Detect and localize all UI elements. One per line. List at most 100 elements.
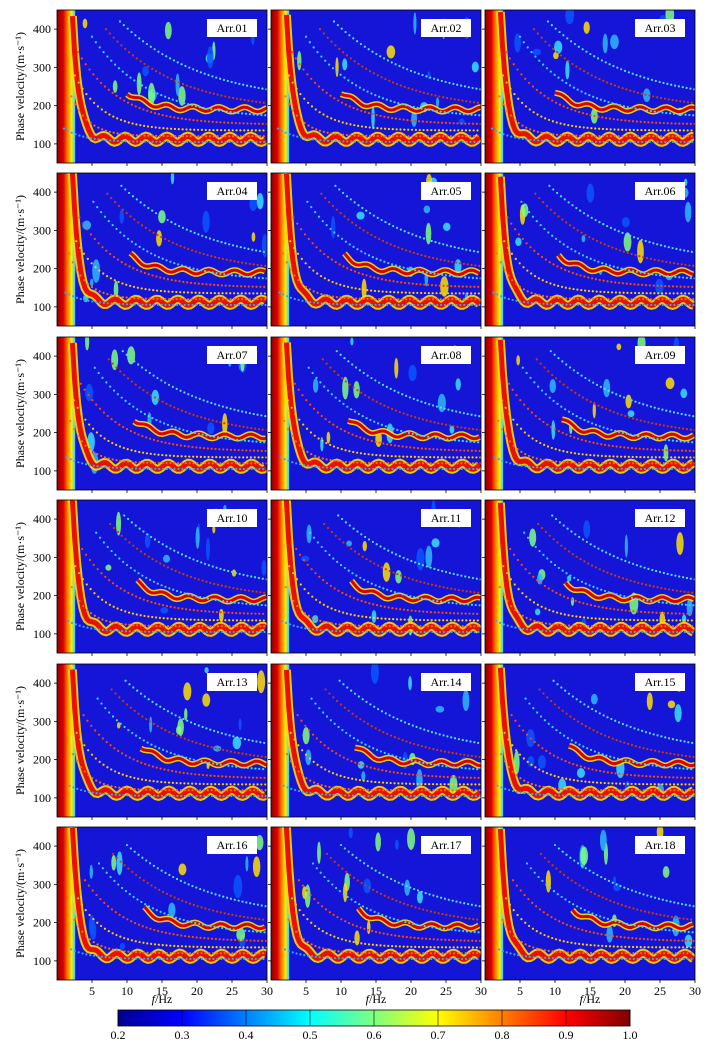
mode-curve-point — [361, 65, 364, 68]
mode-curve-point — [430, 140, 434, 144]
mode-curve-point — [439, 292, 442, 295]
mode-curve-point — [337, 514, 340, 517]
mode-curve-point — [685, 428, 689, 431]
mode-curve-point — [81, 547, 84, 551]
mode-curve-point — [159, 767, 162, 770]
mode-curve-point — [412, 105, 415, 109]
mode-curve-point — [562, 524, 565, 527]
mode-curve-point — [256, 263, 259, 267]
mode-curve-point — [184, 64, 187, 68]
mode-curve-point — [385, 241, 388, 244]
mode-curve-point — [574, 125, 578, 128]
mode-curve-point — [501, 74, 504, 77]
mode-curve-point — [586, 214, 590, 217]
mode-curve-point — [163, 624, 166, 628]
mode-curve-point — [315, 737, 318, 740]
mode-curve-point — [329, 584, 332, 588]
mode-curve-point — [585, 255, 588, 259]
mode-curve-point — [344, 460, 347, 464]
mode-curve-point — [582, 467, 585, 470]
mode-curve-point — [167, 239, 171, 243]
mode-curve-point — [582, 212, 586, 215]
mode-curve-point — [606, 81, 609, 84]
mode-curve-point — [532, 111, 535, 114]
mode-curve-point — [442, 140, 445, 144]
mode-curve-point — [505, 461, 508, 464]
mode-curve-point — [652, 625, 655, 628]
mode-curve-point — [357, 124, 360, 127]
mode-curve-point — [338, 399, 341, 402]
mode-curve-point — [311, 138, 314, 141]
mode-curve-point — [478, 789, 481, 792]
mode-curve-point — [90, 753, 94, 756]
mode-curve-point — [227, 422, 230, 426]
mode-curve-point — [478, 114, 481, 117]
mode-curve-point — [584, 439, 587, 442]
mode-curve-1 — [494, 85, 693, 138]
mode-curve-point — [93, 614, 96, 617]
mode-curve-point — [126, 517, 130, 521]
mode-curve-point — [568, 287, 571, 290]
mode-curve-point — [144, 287, 147, 291]
mode-curve-point — [566, 461, 569, 464]
mode-curve-1 — [72, 753, 267, 792]
mode-curve-point — [183, 246, 186, 249]
mode-curve-point — [213, 140, 216, 144]
mode-curve-point — [387, 549, 390, 552]
mode-curve-point — [507, 382, 510, 385]
mode-curve-point — [92, 464, 95, 467]
mode-curve-point — [149, 45, 152, 48]
mode-curve-point — [408, 291, 411, 294]
mode-curve-point — [332, 423, 335, 426]
mode-curve-point — [294, 57, 297, 60]
mode-curve-point — [475, 87, 478, 90]
mode-curve-point — [565, 303, 568, 306]
mode-curve-point — [379, 467, 382, 470]
mode-curve-point — [675, 439, 678, 443]
mode-curve-point — [170, 221, 173, 224]
mode-curve-point — [534, 192, 537, 195]
mode-curve-point — [629, 625, 632, 628]
mode-curve-point — [478, 298, 481, 301]
mode-curve-point — [307, 237, 310, 241]
mode-curve-point — [459, 449, 462, 452]
mode-curve-point — [237, 601, 240, 605]
mode-curve-point — [394, 462, 398, 465]
energy-blob — [144, 533, 151, 549]
mode-curve-point — [625, 625, 628, 628]
mode-curve-point — [346, 140, 349, 143]
mode-curve-point — [344, 240, 347, 243]
energy-blob — [342, 376, 349, 400]
mode-curve-point — [69, 66, 73, 69]
mode-curve-point — [664, 625, 667, 628]
mode-curve-point — [165, 461, 168, 465]
mode-curve-point — [142, 108, 145, 111]
mode-curve-point — [175, 303, 179, 307]
mode-curve-point — [348, 105, 351, 108]
mode-curve-point — [126, 237, 130, 240]
mode-curve-point — [259, 591, 262, 594]
mode-curve-point — [155, 275, 158, 278]
mode-curve-point — [124, 630, 128, 633]
mode-curve-point — [255, 625, 258, 628]
mode-curve-point — [640, 467, 643, 471]
mode-curve-point — [243, 285, 247, 288]
mode-curve-point — [127, 121, 130, 124]
mode-curve-point — [103, 456, 107, 459]
panel-label-box — [635, 346, 685, 364]
mode-curve-point — [549, 70, 552, 73]
mode-curve-point — [204, 128, 207, 132]
mode-curve-point — [122, 24, 125, 27]
mode-curve-point — [684, 303, 688, 307]
mode-curve-point — [243, 439, 247, 442]
mode-curve-point — [686, 129, 689, 132]
mode-curve-point — [140, 84, 144, 87]
mode-curve-point — [237, 794, 241, 798]
mode-curve-point — [506, 599, 509, 603]
mode-curve-point — [474, 113, 477, 117]
mode-curve-point — [95, 300, 98, 304]
mode-curve-point — [330, 607, 333, 610]
mode-curve-point — [579, 67, 582, 70]
mode-curve-point — [315, 618, 318, 621]
